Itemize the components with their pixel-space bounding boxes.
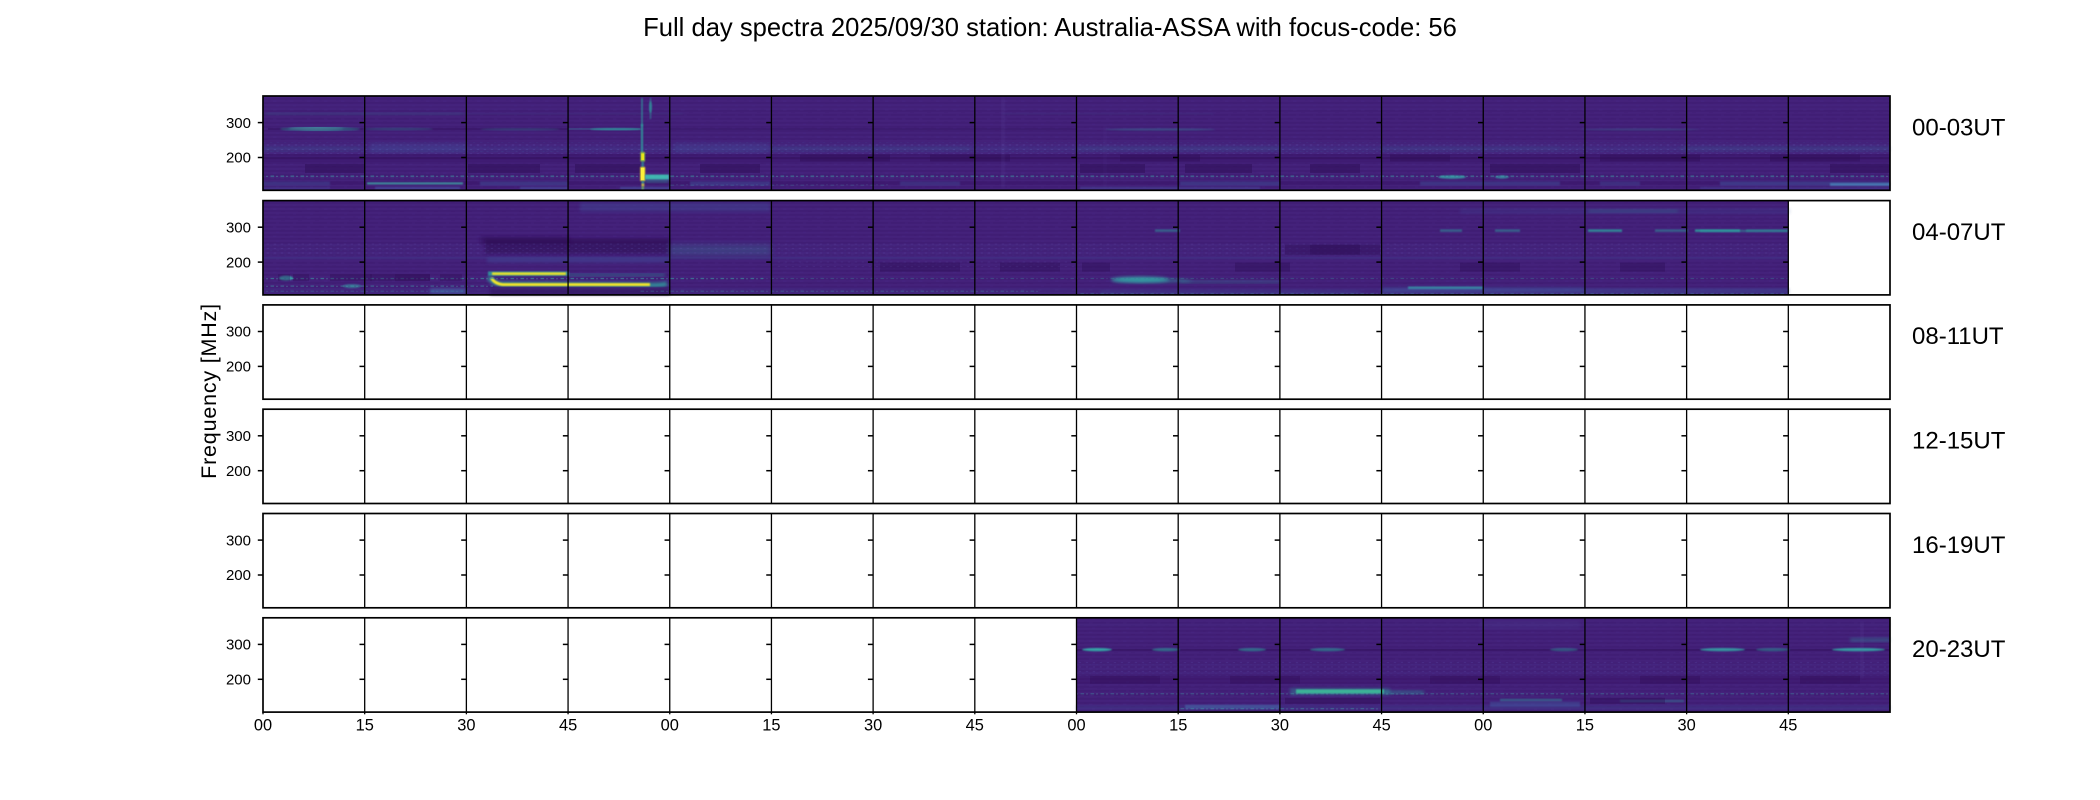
svg-text:15: 15: [1169, 716, 1187, 734]
svg-text:45: 45: [1372, 716, 1390, 734]
svg-text:300: 300: [226, 324, 251, 341]
svg-text:15: 15: [356, 716, 374, 734]
svg-text:200: 200: [226, 150, 251, 167]
svg-text:200: 200: [226, 567, 251, 584]
svg-text:200: 200: [226, 359, 251, 376]
svg-text:200: 200: [226, 254, 251, 271]
svg-text:30: 30: [1677, 716, 1695, 734]
svg-text:45: 45: [559, 716, 577, 734]
svg-text:30: 30: [1271, 716, 1289, 734]
svg-text:300: 300: [226, 219, 251, 236]
svg-text:00-03UT: 00-03UT: [1912, 114, 2006, 141]
svg-text:15: 15: [762, 716, 780, 734]
svg-text:16-19UT: 16-19UT: [1912, 532, 2006, 559]
svg-text:08-11UT: 08-11UT: [1912, 323, 2004, 350]
svg-text:00: 00: [1067, 716, 1085, 734]
svg-text:Frequency [MHz]: Frequency [MHz]: [197, 303, 221, 479]
svg-text:300: 300: [226, 532, 251, 549]
svg-text:Full day spectra 2025/09/30 st: Full day spectra 2025/09/30 station: Aus…: [643, 14, 1457, 42]
svg-text:15: 15: [1576, 716, 1594, 734]
svg-text:300: 300: [226, 637, 251, 654]
svg-text:30: 30: [864, 716, 882, 734]
svg-text:300: 300: [226, 428, 251, 445]
svg-text:300: 300: [226, 115, 251, 132]
svg-text:04-07UT: 04-07UT: [1912, 219, 2006, 246]
svg-text:12-15UT: 12-15UT: [1912, 428, 2006, 455]
svg-text:45: 45: [1779, 716, 1797, 734]
svg-text:00: 00: [661, 716, 679, 734]
svg-text:00: 00: [1474, 716, 1492, 734]
svg-text:200: 200: [226, 463, 251, 480]
svg-text:00: 00: [254, 716, 272, 734]
svg-text:45: 45: [966, 716, 984, 734]
svg-text:200: 200: [226, 672, 251, 689]
svg-text:20-23UT: 20-23UT: [1912, 636, 2006, 663]
svg-text:30: 30: [457, 716, 475, 734]
